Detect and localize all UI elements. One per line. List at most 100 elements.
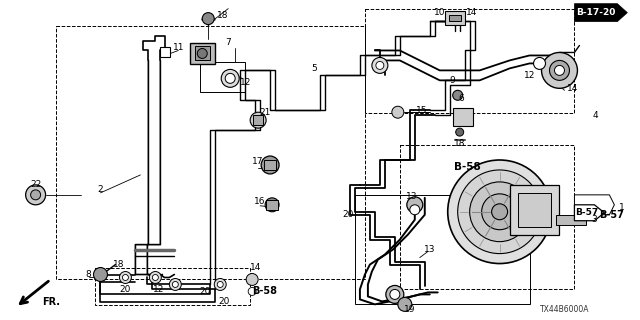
- Bar: [195, 46, 210, 60]
- Circle shape: [407, 197, 423, 213]
- Circle shape: [398, 297, 412, 311]
- Text: 18: 18: [216, 11, 228, 20]
- Bar: [264, 160, 276, 170]
- Text: B-58: B-58: [454, 162, 481, 172]
- Bar: [557, 215, 586, 225]
- Circle shape: [386, 285, 404, 303]
- Text: 12: 12: [239, 78, 251, 87]
- Text: 14: 14: [250, 263, 261, 272]
- Circle shape: [31, 190, 40, 200]
- Circle shape: [458, 170, 541, 253]
- Circle shape: [225, 73, 235, 83]
- Text: 22: 22: [30, 180, 41, 189]
- Circle shape: [390, 289, 400, 300]
- Text: 19: 19: [404, 305, 415, 314]
- Text: 21: 21: [259, 108, 271, 117]
- Text: 7: 7: [225, 38, 231, 47]
- Circle shape: [470, 182, 529, 242]
- Circle shape: [172, 282, 179, 287]
- Circle shape: [170, 278, 181, 291]
- Text: 4: 4: [593, 111, 598, 120]
- Circle shape: [93, 268, 108, 282]
- Bar: [56, 26, 365, 279]
- Text: B-17-20: B-17-20: [576, 4, 619, 14]
- Circle shape: [221, 69, 239, 87]
- Bar: [95, 268, 250, 305]
- Circle shape: [149, 271, 161, 284]
- Bar: [355, 195, 529, 304]
- Bar: [400, 145, 575, 289]
- Text: 13: 13: [424, 245, 435, 254]
- Circle shape: [120, 271, 131, 284]
- Circle shape: [261, 156, 279, 174]
- Circle shape: [452, 90, 463, 100]
- Text: 18: 18: [454, 139, 465, 148]
- Polygon shape: [575, 195, 614, 215]
- Text: 6: 6: [459, 94, 465, 103]
- Text: B-58: B-58: [253, 286, 278, 296]
- Bar: [518, 193, 552, 227]
- Text: 10: 10: [434, 8, 445, 17]
- Text: TX44B6000A: TX44B6000A: [540, 305, 589, 314]
- Circle shape: [392, 106, 404, 118]
- Text: 11: 11: [173, 43, 184, 52]
- Circle shape: [248, 287, 256, 295]
- Circle shape: [492, 204, 508, 220]
- Text: 3: 3: [591, 215, 597, 224]
- Text: 9: 9: [450, 76, 456, 85]
- Circle shape: [214, 278, 226, 291]
- Circle shape: [541, 52, 577, 88]
- Circle shape: [250, 112, 266, 128]
- Circle shape: [410, 205, 420, 215]
- Text: B-57: B-57: [575, 208, 598, 217]
- Circle shape: [152, 275, 158, 280]
- Text: 13: 13: [406, 192, 417, 201]
- Bar: [266, 200, 278, 210]
- Bar: [449, 15, 461, 20]
- Text: 20: 20: [218, 297, 230, 306]
- Text: 20: 20: [120, 285, 131, 294]
- Text: B-17-20: B-17-20: [576, 8, 615, 17]
- Circle shape: [456, 128, 464, 136]
- Text: 14: 14: [567, 84, 578, 93]
- Text: 17: 17: [252, 157, 264, 166]
- Polygon shape: [575, 4, 627, 22]
- Circle shape: [122, 275, 129, 280]
- Circle shape: [217, 282, 223, 287]
- Text: 5: 5: [311, 64, 317, 73]
- Circle shape: [448, 160, 552, 264]
- Circle shape: [197, 49, 207, 59]
- Bar: [509, 185, 559, 235]
- Circle shape: [202, 13, 214, 25]
- Circle shape: [550, 60, 570, 80]
- Text: B-57: B-57: [600, 210, 624, 220]
- Circle shape: [372, 58, 388, 73]
- Text: 1: 1: [618, 203, 624, 212]
- Text: 14: 14: [466, 8, 477, 17]
- Bar: [445, 11, 465, 25]
- Bar: [253, 115, 263, 125]
- Circle shape: [246, 274, 258, 285]
- Text: 20: 20: [342, 210, 354, 219]
- Text: FR.: FR.: [43, 297, 61, 308]
- Bar: [190, 43, 215, 64]
- Text: 18: 18: [113, 260, 124, 269]
- Bar: [200, 62, 245, 92]
- Circle shape: [534, 58, 545, 69]
- Text: 15: 15: [416, 106, 428, 115]
- Bar: [452, 108, 473, 126]
- Text: 20: 20: [200, 287, 211, 296]
- Bar: [365, 9, 575, 113]
- Circle shape: [265, 198, 279, 212]
- Circle shape: [376, 61, 384, 69]
- Text: 8: 8: [86, 270, 92, 279]
- Bar: [161, 47, 170, 58]
- Text: 12: 12: [153, 285, 164, 294]
- Circle shape: [26, 185, 45, 205]
- Circle shape: [482, 194, 518, 230]
- Circle shape: [554, 65, 564, 76]
- Text: 16: 16: [254, 197, 266, 206]
- Polygon shape: [575, 205, 604, 221]
- Text: 12: 12: [524, 71, 535, 80]
- Text: 2: 2: [98, 185, 103, 194]
